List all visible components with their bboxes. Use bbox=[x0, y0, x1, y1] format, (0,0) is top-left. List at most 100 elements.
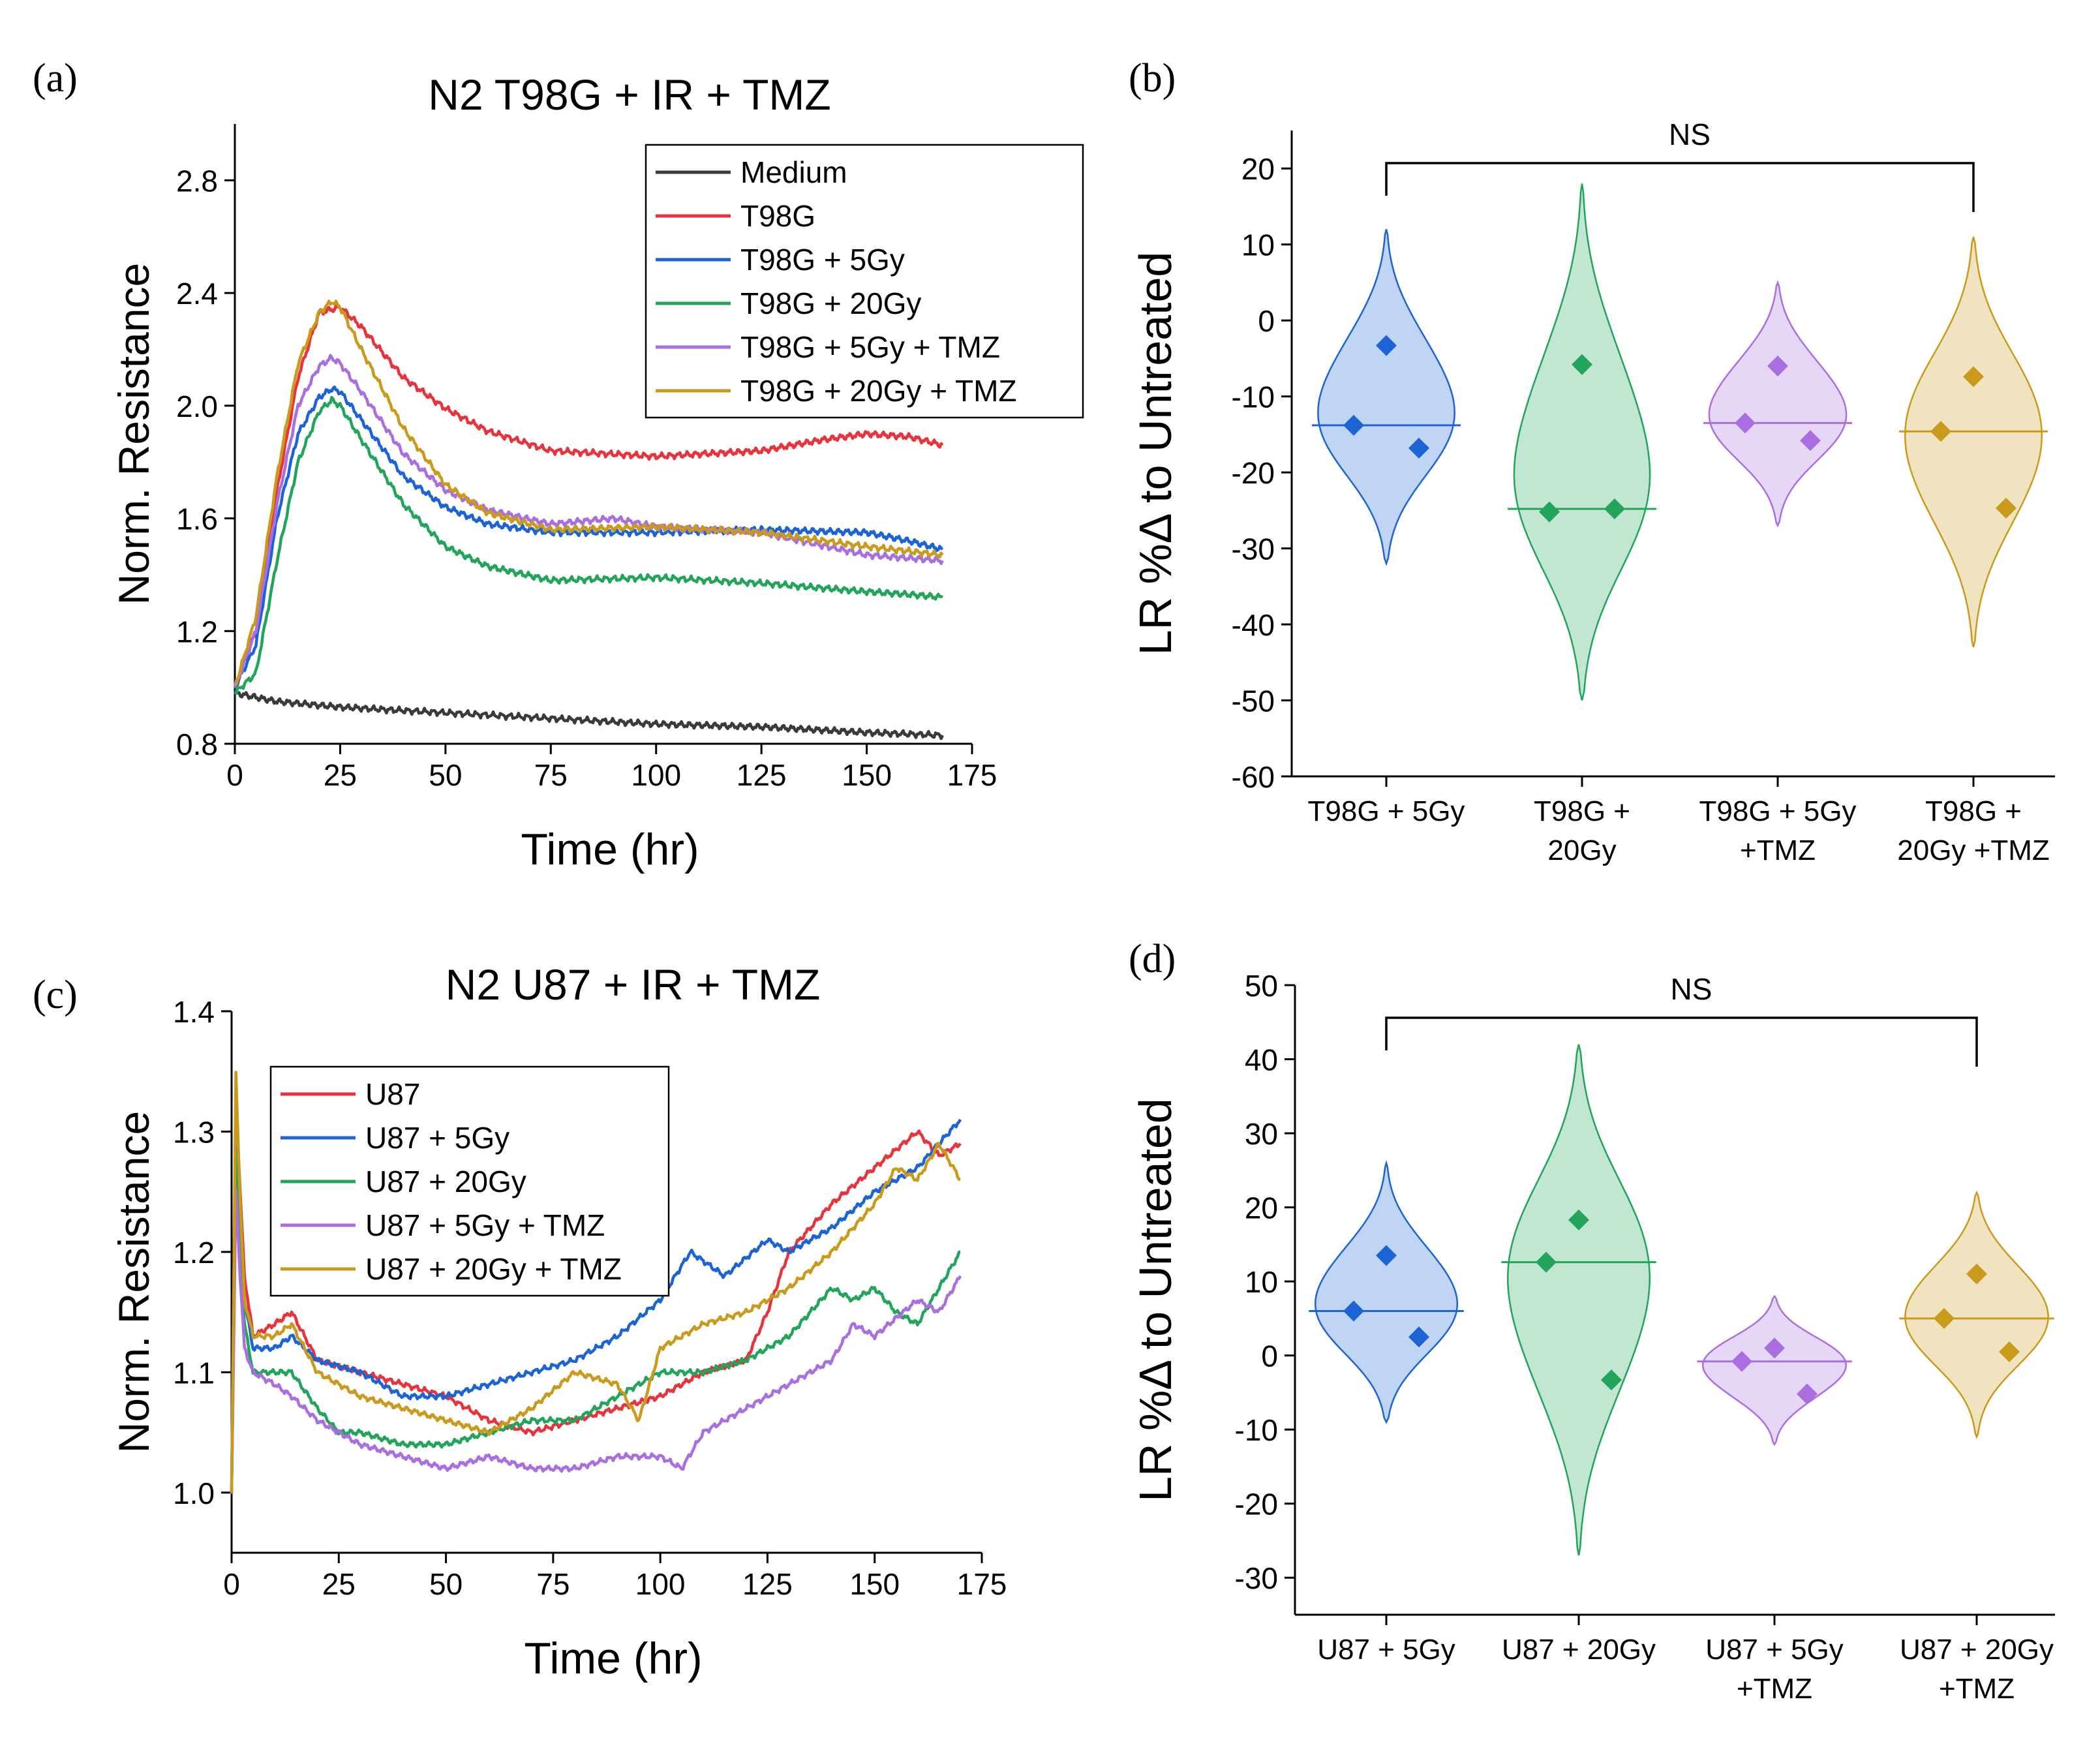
data-point bbox=[1731, 1351, 1752, 1372]
category-label: 20Gy +TMZ bbox=[1897, 834, 2050, 866]
x-axis-label: Time (hr) bbox=[521, 825, 699, 874]
violin-1 bbox=[1317, 229, 1455, 566]
category-label: T98G + 5Gy bbox=[1308, 795, 1465, 827]
data-point bbox=[1999, 1341, 2020, 1362]
data-point bbox=[1343, 1300, 1364, 1322]
y-tick-label: 1.3 bbox=[173, 1115, 215, 1149]
data-point bbox=[1539, 501, 1560, 523]
y-tick-label: -40 bbox=[1232, 608, 1275, 642]
series-line-medium bbox=[234, 689, 944, 740]
y-tick-label: 1.2 bbox=[173, 1236, 215, 1270]
panel-label: (d) bbox=[1129, 937, 1176, 981]
series-line-u87-5gy-tmz bbox=[230, 1189, 962, 1494]
category-label: +TMZ bbox=[1737, 1673, 1812, 1705]
panel-label: (b) bbox=[1129, 56, 1176, 100]
y-axis-label: Norm. Resistance bbox=[110, 1111, 158, 1454]
y-tick-label: 1.0 bbox=[173, 1476, 215, 1510]
y-tick-label: 10 bbox=[1241, 228, 1275, 262]
violin-4 bbox=[1904, 236, 2043, 648]
y-tick-label: -20 bbox=[1232, 456, 1275, 490]
y-tick-label: 1.1 bbox=[173, 1356, 215, 1390]
category-label: +TMZ bbox=[1939, 1673, 2015, 1705]
legend-label: T98G + 20Gy + TMZ bbox=[740, 374, 1017, 408]
chart-title: N2 T98G + IR + TMZ bbox=[428, 70, 830, 119]
data-point bbox=[1963, 366, 1984, 388]
series-line-u87-20gy bbox=[230, 1153, 961, 1494]
legend-label: Medium bbox=[740, 155, 847, 189]
x-tick-label: 75 bbox=[534, 758, 568, 792]
panel-d: (d) -30 -20 -10 0 10 20 30 40 50 LR %Δ to Untreate… bbox=[1129, 937, 2055, 1705]
y-tick-label: 1.6 bbox=[176, 502, 218, 536]
category-label: T98G + 5Gy bbox=[1699, 795, 1857, 827]
y-tick-label: -10 bbox=[1232, 380, 1275, 414]
violin-1 bbox=[1314, 1159, 1459, 1424]
legend-label: T98G + 5Gy + TMZ bbox=[740, 330, 1000, 364]
y-tick-label: 0 bbox=[1258, 304, 1275, 338]
y-tick-label: 2.4 bbox=[176, 277, 218, 311]
category-label: +TMZ bbox=[1740, 834, 1816, 866]
y-axis-label: LR %Δ to Untreated bbox=[1130, 252, 1181, 656]
x-tick-label: 0 bbox=[223, 1567, 240, 1601]
data-point bbox=[1376, 1245, 1397, 1266]
violin-3 bbox=[1708, 280, 1848, 528]
legend-label: T98G bbox=[740, 199, 815, 233]
category-label: U87 + 20Gy bbox=[1900, 1634, 2054, 1666]
data-point bbox=[1930, 421, 1951, 442]
y-tick-label: 1.4 bbox=[173, 995, 215, 1029]
series-line-t98g-5gy-tmz bbox=[233, 354, 944, 688]
data-point bbox=[1934, 1307, 1955, 1329]
x-tick-label: 175 bbox=[947, 758, 997, 792]
x-tick-label: 25 bbox=[322, 1567, 356, 1601]
data-point bbox=[1735, 412, 1756, 434]
data-point bbox=[1764, 1337, 1785, 1359]
data-point bbox=[1966, 1263, 1987, 1285]
y-axis-label: LR %Δ to Untreated bbox=[1130, 1098, 1181, 1502]
series-line-t98g-5gy bbox=[233, 385, 944, 690]
x-tick-label: 50 bbox=[429, 1567, 463, 1601]
data-point bbox=[1996, 497, 2016, 519]
legend-label: T98G + 20Gy bbox=[740, 286, 921, 320]
y-tick-label: -50 bbox=[1232, 684, 1275, 718]
x-tick-label: 150 bbox=[849, 1567, 900, 1601]
data-point bbox=[1408, 1326, 1429, 1348]
data-point bbox=[1572, 354, 1592, 375]
significance-bracket bbox=[1385, 162, 1975, 212]
y-tick-label: -30 bbox=[1232, 532, 1275, 566]
category-label: T98G + bbox=[1925, 795, 2022, 827]
y-tick-label: 10 bbox=[1245, 1265, 1278, 1299]
y-axis-label: Norm. Resistance bbox=[110, 263, 158, 605]
data-point bbox=[1797, 1383, 1818, 1405]
category-label: U87 + 5Gy bbox=[1705, 1634, 1844, 1666]
y-tick-label: -20 bbox=[1235, 1488, 1278, 1521]
y-tick-label: 2.0 bbox=[176, 389, 218, 423]
legend-label: U87 + 5Gy bbox=[365, 1121, 510, 1155]
series-line-t98g-20gy-tmz bbox=[234, 299, 944, 686]
series-line-t98g bbox=[234, 304, 944, 686]
x-tick-label: 125 bbox=[737, 758, 787, 792]
legend-label: U87 bbox=[365, 1077, 420, 1111]
violin-2 bbox=[1513, 183, 1651, 701]
category-label: 20Gy bbox=[1547, 834, 1616, 866]
significance-label: NS bbox=[1669, 117, 1711, 151]
violin-3 bbox=[1701, 1294, 1848, 1446]
series-line-u87-20gy-tmz bbox=[230, 1071, 961, 1493]
y-tick-label: 40 bbox=[1245, 1043, 1278, 1077]
data-point bbox=[1601, 1369, 1622, 1391]
legend-label: U87 + 5Gy + TMZ bbox=[365, 1208, 605, 1242]
y-tick-label: 20 bbox=[1245, 1191, 1278, 1225]
panel-label: (c) bbox=[33, 973, 78, 1017]
x-tick-label: 25 bbox=[324, 758, 357, 792]
data-point bbox=[1536, 1251, 1557, 1273]
panel-c: (c) N2 U87 + IR + TMZ 1.0 1.1 1.2 1.3 1.4 0 25 50… bbox=[33, 960, 1007, 1683]
data-point bbox=[1800, 430, 1821, 451]
y-tick-label: 20 bbox=[1241, 152, 1275, 186]
violin-2 bbox=[1507, 1044, 1651, 1556]
legend-label: U87 + 20Gy + TMZ bbox=[365, 1252, 622, 1286]
violin-4 bbox=[1904, 1190, 2049, 1439]
panel-a: (a) N2 T98G + IR + TMZ 0.8 1.2 1.6 2.0 2.4 2.8 0… bbox=[33, 56, 1084, 874]
data-point bbox=[1767, 356, 1788, 377]
y-tick-label: -60 bbox=[1232, 760, 1275, 794]
x-axis-label: Time (hr) bbox=[524, 1634, 702, 1683]
x-tick-label: 75 bbox=[536, 1567, 570, 1601]
